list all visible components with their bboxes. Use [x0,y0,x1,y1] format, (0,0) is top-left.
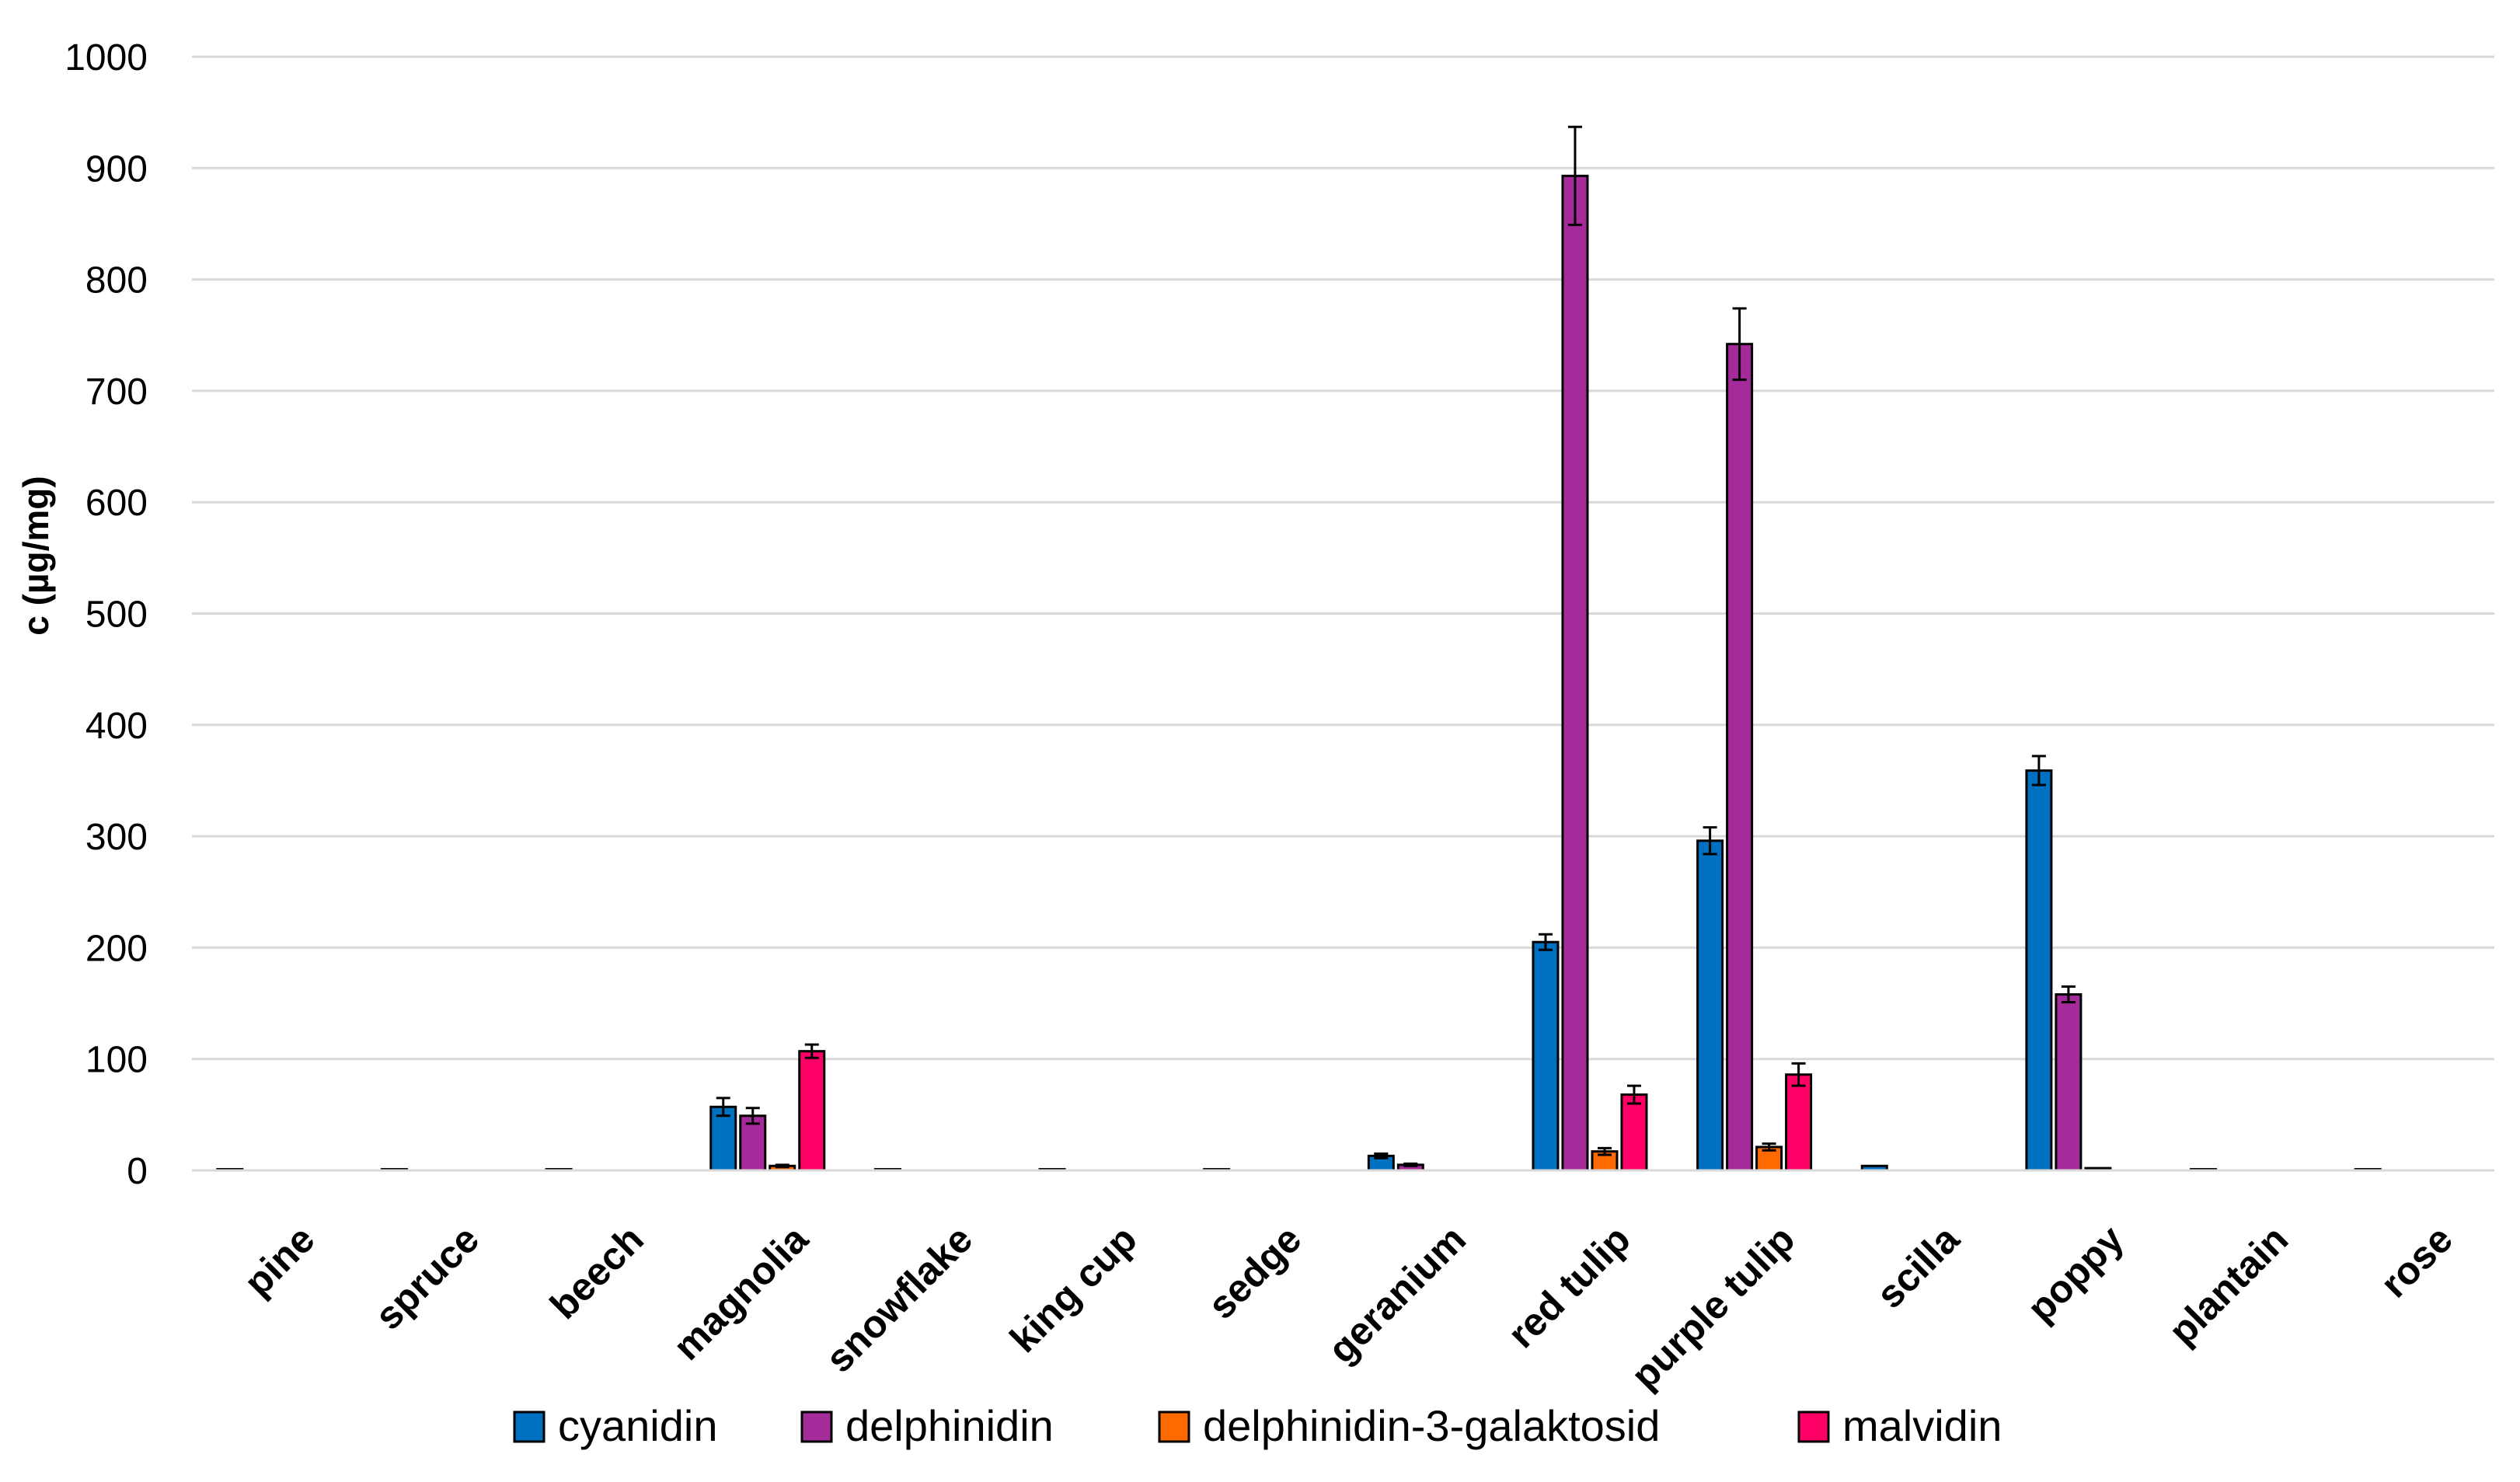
y-tick-label: 1000 [64,37,148,78]
x-category-label: red tulip [1500,1217,1639,1356]
y-tick-label: 800 [85,260,148,302]
y-tick-label: 0 [127,1151,148,1192]
bar-cyanidin-red-tulip [1532,940,1560,1172]
x-category-label: spruce [367,1217,488,1338]
error-bar [804,1043,819,1059]
y-tick-label: 100 [85,1040,148,1081]
legend-item-malvidin[interactable]: malvidin [1797,1401,2002,1450]
error-bar [775,1163,789,1169]
y-tick-label: 900 [85,148,148,190]
x-category-label: king cup [1002,1217,1145,1361]
legend-item-cyanidin[interactable]: cyanidin [513,1401,717,1450]
bar-cyanidin-magnolia [709,1105,737,1172]
bar-delphinidin-red-tulip [1561,174,1589,1172]
y-tick-label: 300 [85,817,148,858]
gridlines [192,55,2494,1061]
bar-malvidin-magnolia [798,1050,826,1172]
error-bars [716,125,2076,1169]
legend-swatch [800,1411,833,1443]
bar-malvidin-red-tulip [1620,1093,1648,1172]
x-category-label: pine [235,1217,322,1304]
y-axis-title: c (µg/mg) [16,476,56,635]
x-category-label: sedge [1200,1217,1310,1327]
bars [216,174,2382,1172]
error-bar [1374,1152,1389,1159]
legend-item-delphinidin[interactable]: delphinidin [800,1401,1054,1450]
x-category-label: plantain [2160,1217,2296,1353]
legend-label: delphinidin [845,1401,1054,1450]
legend-label: delphinidin-3-galaktosid [1203,1401,1660,1450]
y-tick-label: 500 [85,595,148,636]
error-bar [2061,985,2076,1004]
error-bar [1732,307,1747,382]
y-tick-label: 200 [85,928,148,969]
legend-swatch [1158,1411,1190,1443]
error-bar [1703,826,1717,856]
error-bar [1538,933,1553,951]
bar-cyanidin-purple-tulip [1696,839,1724,1172]
error-bar [1762,1142,1776,1152]
error-bar [1626,1084,1641,1105]
bar-delphinidin-purple-tulip [1726,343,1754,1172]
legend[interactable]: cyanidin delphinidin delphinidin-3-galakto… [513,1401,2002,1450]
legend-item-delphinidin-3-galaktosid[interactable]: delphinidin-3-galaktosid [1158,1401,1660,1450]
error-bar [1567,125,1582,226]
bar-delphinidin-poppy [2055,993,2083,1172]
error-bar [2031,755,2046,786]
legend-label: malvidin [1842,1401,2002,1450]
y-tick-label: 700 [85,371,148,413]
legend-swatch [513,1411,545,1443]
legend-label: cyanidin [558,1401,717,1450]
error-bar [716,1097,730,1118]
bar-malvidin-purple-tulip [1785,1073,1813,1172]
error-bar [1403,1162,1418,1167]
y-tick-label: 400 [85,706,148,747]
y-tick-label: 600 [85,483,148,524]
x-category-label: geranium [1319,1217,1474,1372]
x-axis-categories: pine spruce beech magnolia snowflake king cup… [235,1216,2461,1397]
bar-cyanidin-poppy [2025,769,2053,1172]
legend-swatch [1797,1411,1830,1443]
error-bar [1791,1062,1806,1087]
y-axis-ticks: 0 100 200 300 400 500 600 700 800 900 1000 [64,37,148,1192]
x-category-label: beech [542,1217,652,1327]
x-category-label: scilla [1868,1216,1968,1316]
error-bar [745,1107,760,1125]
x-category-label: poppy [2019,1217,2132,1330]
x-category-label: magnolia [665,1216,817,1369]
error-bar [1597,1146,1612,1156]
x-category-label: snowflake [817,1217,981,1381]
x-category-label: rose [2372,1217,2461,1306]
x-category-label: purple tulip [1622,1217,1803,1397]
